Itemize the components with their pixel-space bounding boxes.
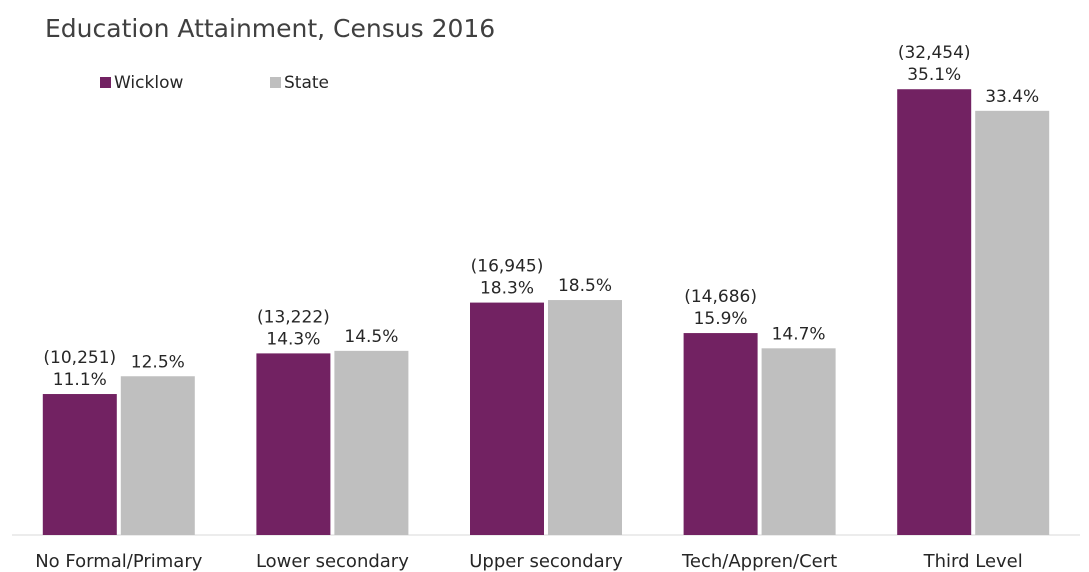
legend-label: State [284,73,329,93]
legend-swatch [270,77,281,88]
count-label: (13,222) [257,307,330,327]
x-tick-label: Tech/Appren/Cert [681,551,837,572]
bar [42,394,117,535]
x-tick-label: Upper secondary [469,551,623,572]
x-tick-label: Third Level [923,551,1023,572]
count-label: (10,251) [43,348,116,368]
bar [897,89,972,535]
bar [683,333,758,535]
bar [761,348,836,535]
data-label: 18.5% [558,276,612,296]
bar [975,110,1050,535]
chart-title: Education Attainment, Census 2016 [45,14,495,43]
data-label: 12.5% [131,352,185,372]
count-label: (14,686) [684,287,757,307]
data-label: 14.3% [266,329,320,349]
legend-label: Wicklow [114,73,183,93]
bar [334,350,409,535]
count-label: (32,454) [898,43,971,63]
bar [548,300,622,535]
legend-swatch [100,77,111,88]
data-label: 18.3% [480,279,534,299]
data-label: 15.9% [694,309,748,329]
data-label: 14.7% [772,324,826,344]
data-label: 33.4% [985,87,1039,107]
data-label: 11.1% [53,370,107,390]
x-tick-label: No Formal/Primary [35,551,203,572]
bar [120,376,195,535]
data-label: 14.5% [344,327,398,347]
bar [470,302,544,535]
count-label: (16,945) [471,257,544,277]
bar [256,353,331,535]
data-label: 35.1% [907,65,961,85]
x-tick-label: Lower secondary [256,551,409,572]
